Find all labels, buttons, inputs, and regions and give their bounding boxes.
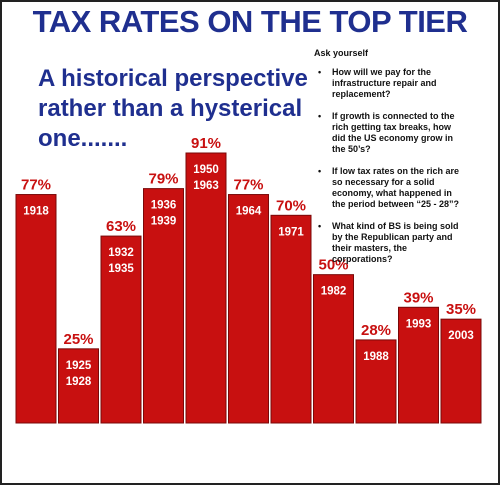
question-text: so necessary for a solid — [332, 177, 435, 187]
question-item: • If low tax rates on the rich are so nece… — [314, 166, 494, 210]
bar — [313, 274, 354, 424]
bar — [58, 348, 99, 424]
bar — [355, 339, 397, 424]
question-text: If growth is connected to the — [332, 111, 455, 121]
bar-group: 25% 1925 1928 — [58, 331, 99, 424]
year-label: 1932 — [108, 247, 134, 259]
value-label: 70% — [276, 197, 306, 214]
year-label: 1918 — [23, 206, 49, 218]
value-label: 25% — [63, 331, 93, 348]
question-text: infrastructure repair and — [332, 78, 437, 88]
subtitle-line: rather than a hysterical — [38, 95, 303, 122]
year-label: 1928 — [66, 376, 92, 388]
bar-group: 91% 1950 1963 — [185, 135, 227, 424]
year-label: 1935 — [108, 263, 134, 275]
value-label: 63% — [106, 218, 136, 235]
question-text: economy, what happened in — [332, 188, 452, 198]
question-list: • How will we pay for the infrastructure r… — [314, 67, 494, 265]
subtitle-line: A historical perspective — [38, 65, 308, 92]
value-label: 35% — [446, 301, 476, 318]
year-label: 1936 — [151, 200, 177, 212]
bar — [270, 214, 312, 424]
subtitle: A historical perspective rather than a h… — [38, 64, 308, 154]
bar — [143, 188, 184, 424]
year-label: 1925 — [66, 360, 92, 372]
bar — [185, 152, 227, 424]
question-text: replacement? — [332, 89, 391, 99]
question-item: • What kind of BS is being sold by the Rep… — [314, 221, 494, 265]
question-text: How will we pay for the — [332, 67, 432, 77]
bar — [440, 318, 482, 424]
question-item: • How will we pay for the infrastructure r… — [314, 67, 494, 100]
bar — [15, 194, 57, 424]
question-item: • If growth is connected to the rich getti… — [314, 111, 494, 155]
question-text: If low tax rates on the rich are — [332, 166, 460, 176]
subtitle-line: one....... — [38, 125, 128, 152]
value-label: 39% — [403, 289, 433, 306]
year-label: 1971 — [278, 226, 304, 238]
bullet-icon: • — [318, 67, 322, 77]
page-title: TAX RATES ON THE TOP TIER — [32, 4, 468, 39]
question-text: their masters, the — [332, 243, 408, 253]
question-text: the period between “25 - 28”? — [332, 199, 460, 209]
bar — [228, 194, 269, 424]
year-label: 1950 — [193, 164, 219, 176]
value-label: 28% — [361, 322, 391, 339]
bar-group: 39% 1993 — [398, 289, 439, 424]
bar-group: 77% 1964 — [228, 177, 269, 424]
year-label: 1964 — [236, 206, 262, 218]
value-label: 91% — [191, 135, 221, 152]
bar — [398, 306, 439, 424]
question-text: the 50’s? — [332, 144, 371, 154]
bar-group: 77% 1918 — [15, 177, 57, 424]
ask-yourself-panel: Ask yourself • How will we pay for the inf… — [314, 48, 494, 276]
ask-heading: Ask yourself — [314, 48, 369, 58]
year-label: 1993 — [406, 318, 432, 330]
bar-group: 35% 2003 — [440, 301, 482, 424]
year-label: 2003 — [448, 330, 474, 342]
question-text: did the US economy grow in — [332, 133, 454, 143]
year-label: 1988 — [363, 351, 389, 363]
year-label: 1982 — [321, 286, 347, 298]
bar — [100, 235, 142, 424]
question-text: corporations? — [332, 254, 393, 264]
question-text: by the Republican party and — [332, 232, 453, 242]
bar-group: 79% 1936 1939 — [143, 171, 184, 424]
value-label: 77% — [21, 177, 51, 194]
year-label: 1963 — [193, 180, 219, 192]
value-label: 79% — [148, 171, 178, 188]
year-label: 1939 — [151, 216, 177, 228]
question-text: rich getting tax breaks, how — [332, 122, 452, 132]
bar-group: 28% 1988 — [355, 322, 397, 424]
value-label: 50% — [318, 257, 348, 274]
question-text: What kind of BS is being sold — [332, 221, 459, 231]
bullet-icon: • — [318, 221, 322, 231]
bar-group: 70% 1971 — [270, 197, 312, 424]
bullet-icon: • — [318, 166, 322, 176]
bar-group: 50% 1982 — [313, 257, 354, 424]
bar-group: 63% 1932 1935 — [100, 218, 142, 424]
value-label: 77% — [233, 177, 263, 194]
bullet-icon: • — [318, 111, 322, 121]
